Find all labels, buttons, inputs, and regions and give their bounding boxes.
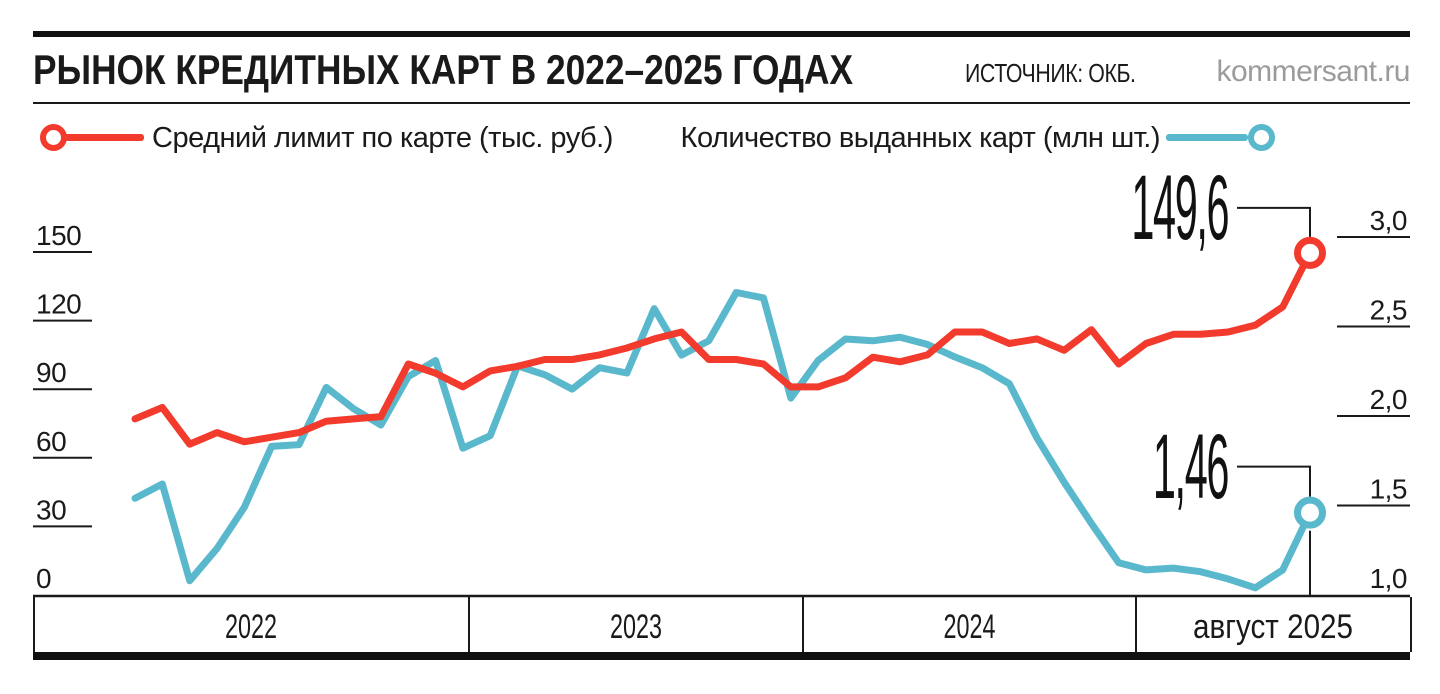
left-tick-label: 150 — [36, 220, 81, 251]
blue-callout-connector — [1237, 465, 1311, 497]
left-tick-label: 0 — [36, 563, 51, 594]
blue-endpoint-marker — [1294, 496, 1326, 529]
page-title: РЫНОК КРЕДИТНЫХ КАРТ В 2022–2025 ГОДАХ — [33, 46, 854, 93]
right-tick-label: 1,0 — [1370, 563, 1407, 594]
source-label: ИСТОЧНИК: ОКБ. — [965, 58, 1136, 88]
callout-value-avg-limit: 149,6 — [1131, 156, 1229, 259]
right-tick-label: 2,0 — [1370, 384, 1407, 415]
red-line-series — [131, 249, 1314, 448]
bottom-bar — [33, 652, 1410, 660]
header-rule — [33, 102, 1410, 104]
top-bar — [33, 31, 1410, 37]
left-tick-label: 60 — [36, 426, 66, 457]
year-label: 2024 — [944, 608, 996, 646]
legend-label-avg-limit: Средний лимит по карте (тыс. руб.) — [152, 122, 613, 154]
site-logo: kommersant.ru — [1216, 55, 1410, 88]
blue-series-marker-icon — [1248, 124, 1275, 151]
year-label: 2022 — [225, 608, 277, 646]
right-tick-label: 3,0 — [1370, 205, 1407, 236]
red-callout-connector — [1237, 206, 1311, 237]
red-endpoint-marker — [1294, 236, 1326, 269]
blue-line-series — [131, 289, 1314, 592]
callout-value-cards-issued: 1,46 — [1152, 415, 1230, 518]
left-tick-label: 90 — [36, 357, 66, 388]
right-tick-label: 2,5 — [1370, 295, 1407, 326]
left-tick-label: 120 — [36, 289, 81, 320]
legend-label-cards-issued: Количество выданных карт (млн шт.) — [680, 122, 1161, 154]
left-tick-label: 30 — [36, 494, 66, 525]
right-tick-label: 1,5 — [1370, 474, 1407, 505]
year-label: 2023 — [610, 608, 662, 646]
blue-series-line-swatch — [1166, 134, 1248, 141]
year-label: август 2025 — [1193, 608, 1353, 646]
red-series-line-swatch — [64, 134, 144, 141]
